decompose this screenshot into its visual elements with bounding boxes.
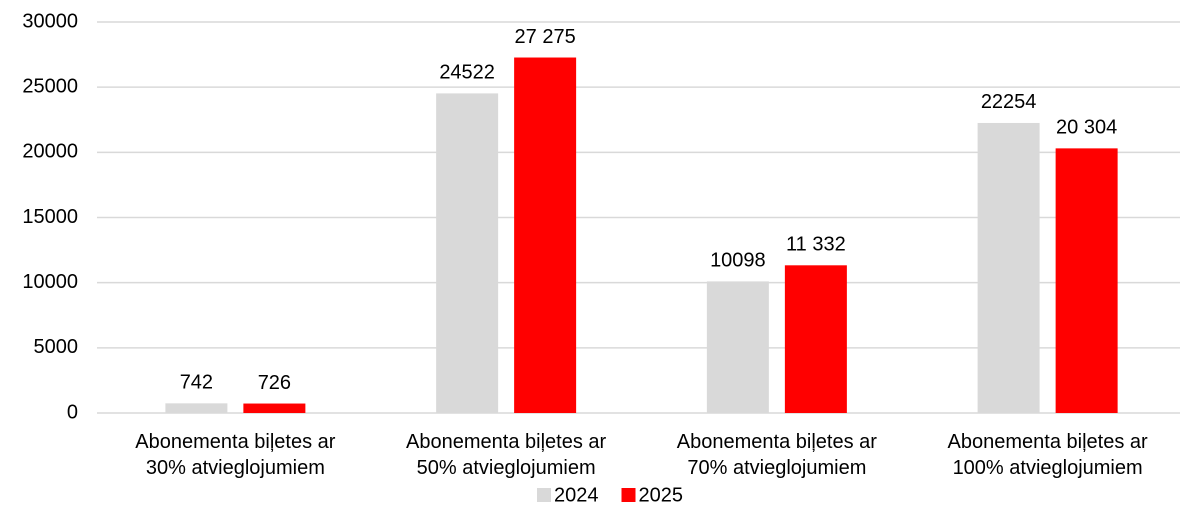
y-tick-label: 0	[67, 401, 78, 423]
data-label: 10098	[710, 250, 766, 272]
y-tick-label: 20000	[22, 141, 78, 163]
bar	[514, 57, 577, 413]
data-label: 24522	[439, 62, 495, 84]
x-tick-label: Abonementa biļetes ar 70% atvieglojumiem	[677, 431, 877, 479]
bar	[706, 281, 769, 413]
y-tick-label: 15000	[22, 206, 78, 228]
legend-swatch	[537, 488, 551, 502]
data-label: 22254	[981, 91, 1037, 113]
bar	[436, 93, 499, 413]
bar	[243, 403, 306, 413]
y-tick-label: 25000	[22, 75, 78, 97]
data-label: 20 304	[1056, 117, 1117, 139]
legend-label: 2024	[554, 484, 599, 505]
x-tick-label: Abonementa biļetes ar 50% atvieglojumiem	[406, 431, 606, 479]
y-tick-label: 5000	[34, 336, 79, 358]
x-tick-label: Abonementa biļetes ar 100% atvieglojumiem	[948, 431, 1148, 479]
data-label: 742	[180, 372, 213, 394]
data-label: 726	[258, 372, 291, 394]
x-tick-label: Abonementa biļetes ar 30% atvieglojumiem	[135, 431, 335, 479]
y-tick-label: 10000	[22, 271, 78, 293]
data-label: 11 332	[786, 234, 846, 256]
bar	[1055, 148, 1118, 413]
bar	[165, 403, 228, 413]
legend-label: 2025	[639, 484, 684, 505]
bar	[977, 122, 1040, 413]
data-label: 27 275	[515, 26, 576, 48]
y-tick-label: 30000	[22, 10, 78, 32]
legend-swatch	[621, 488, 636, 502]
bar	[784, 265, 847, 413]
